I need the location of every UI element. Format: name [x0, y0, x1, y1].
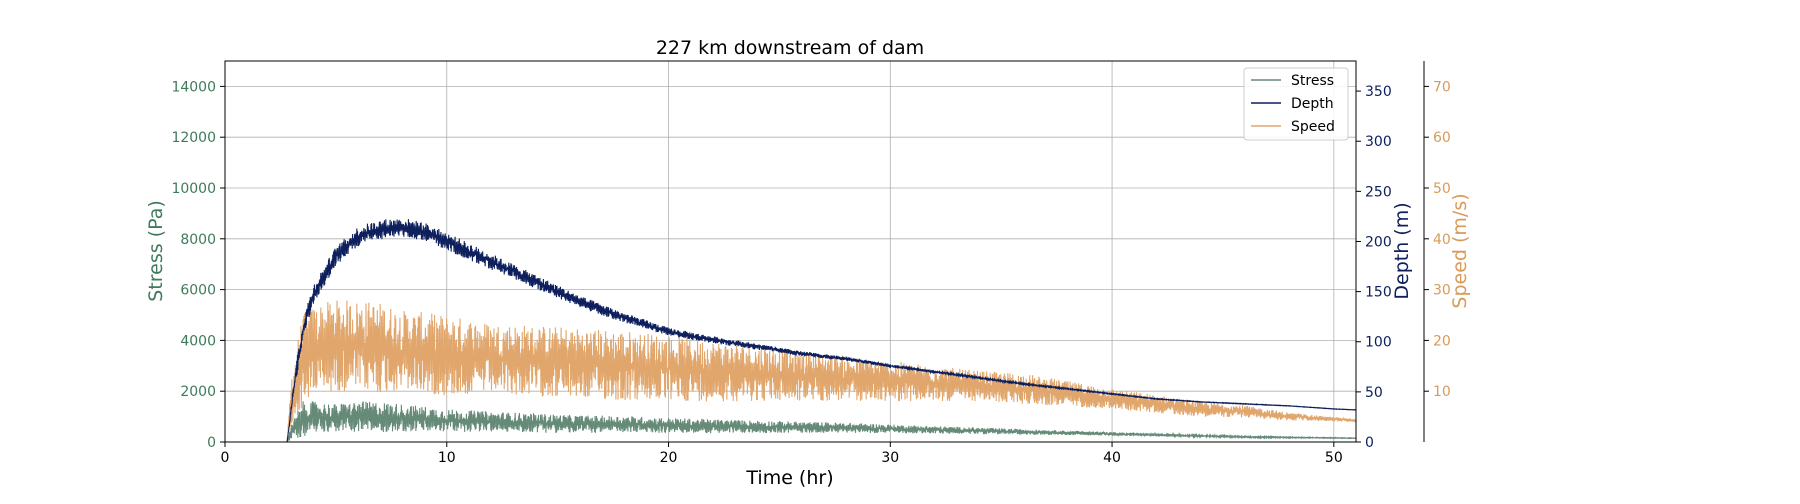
- x-tick-label: 0: [221, 450, 230, 466]
- speed-tick-label: 60: [1433, 130, 1451, 146]
- stress-tick-label: 14000: [171, 79, 216, 95]
- x-tick-label: 50: [1325, 450, 1343, 466]
- stress-tick-label: 4000: [180, 333, 216, 349]
- stress-tick-label: 2000: [180, 384, 216, 400]
- x-tick-label: 40: [1103, 450, 1121, 466]
- depth-tick-label: 100: [1365, 335, 1392, 351]
- series-line-depth: [225, 219, 1357, 443]
- x-axis: 0 10 20 30 40 50: [221, 442, 1343, 466]
- chart-title: 227 km downstream of dam: [656, 37, 924, 59]
- depth-tick-label: 150: [1365, 285, 1392, 301]
- stress-axis: 0 2000 4000 6000 8000 10000 12000 14000: [171, 79, 225, 451]
- speed-axis-label: Speed (m/s): [1449, 193, 1471, 308]
- legend-label-speed: Speed: [1291, 119, 1335, 135]
- x-tick-label: 30: [881, 450, 899, 466]
- stress-tick-label: 12000: [171, 130, 216, 146]
- depth-tick-label: 0: [1365, 435, 1374, 451]
- depth-axis-label: Depth (m): [1391, 202, 1413, 299]
- legend-label-stress: Stress: [1291, 73, 1334, 89]
- depth-tick-label: 200: [1365, 234, 1392, 250]
- legend: Stress Depth Speed: [1243, 67, 1349, 141]
- stress-tick-label: 10000: [171, 181, 216, 197]
- stress-tick-label: 8000: [180, 232, 216, 248]
- plot-frame: [224, 60, 1357, 443]
- depth-tick-label: 300: [1365, 134, 1392, 150]
- legend-box: [1243, 67, 1349, 141]
- speed-tick-label: 50: [1433, 181, 1451, 197]
- series-line-stress: [225, 401, 1357, 443]
- speed-tick-label: 10: [1433, 384, 1451, 400]
- x-tick-label: 10: [438, 450, 456, 466]
- x-tick-label: 20: [660, 450, 678, 466]
- stress-tick-label: 6000: [180, 283, 216, 299]
- speed-tick-label: 20: [1433, 333, 1451, 349]
- series-line-speed: [225, 300, 1357, 443]
- speed-axis: 10 20 30 40 50 60 70: [1423, 61, 1451, 442]
- x-axis-label: Time (hr): [745, 467, 833, 489]
- speed-tick-label: 40: [1433, 232, 1451, 248]
- speed-tick-label: 70: [1433, 79, 1451, 95]
- depth-axis: 0 50 100 150 200 250 300 350: [1356, 84, 1392, 451]
- depth-tick-label: 250: [1365, 184, 1392, 200]
- stress-tick-label: 0: [207, 435, 216, 451]
- depth-tick-label: 50: [1365, 385, 1383, 401]
- plot-series: [225, 219, 1357, 443]
- legend-label-depth: Depth: [1291, 96, 1334, 112]
- depth-tick-label: 350: [1365, 84, 1392, 100]
- speed-tick-label: 30: [1433, 283, 1451, 299]
- stress-axis-label: Stress (Pa): [145, 200, 167, 302]
